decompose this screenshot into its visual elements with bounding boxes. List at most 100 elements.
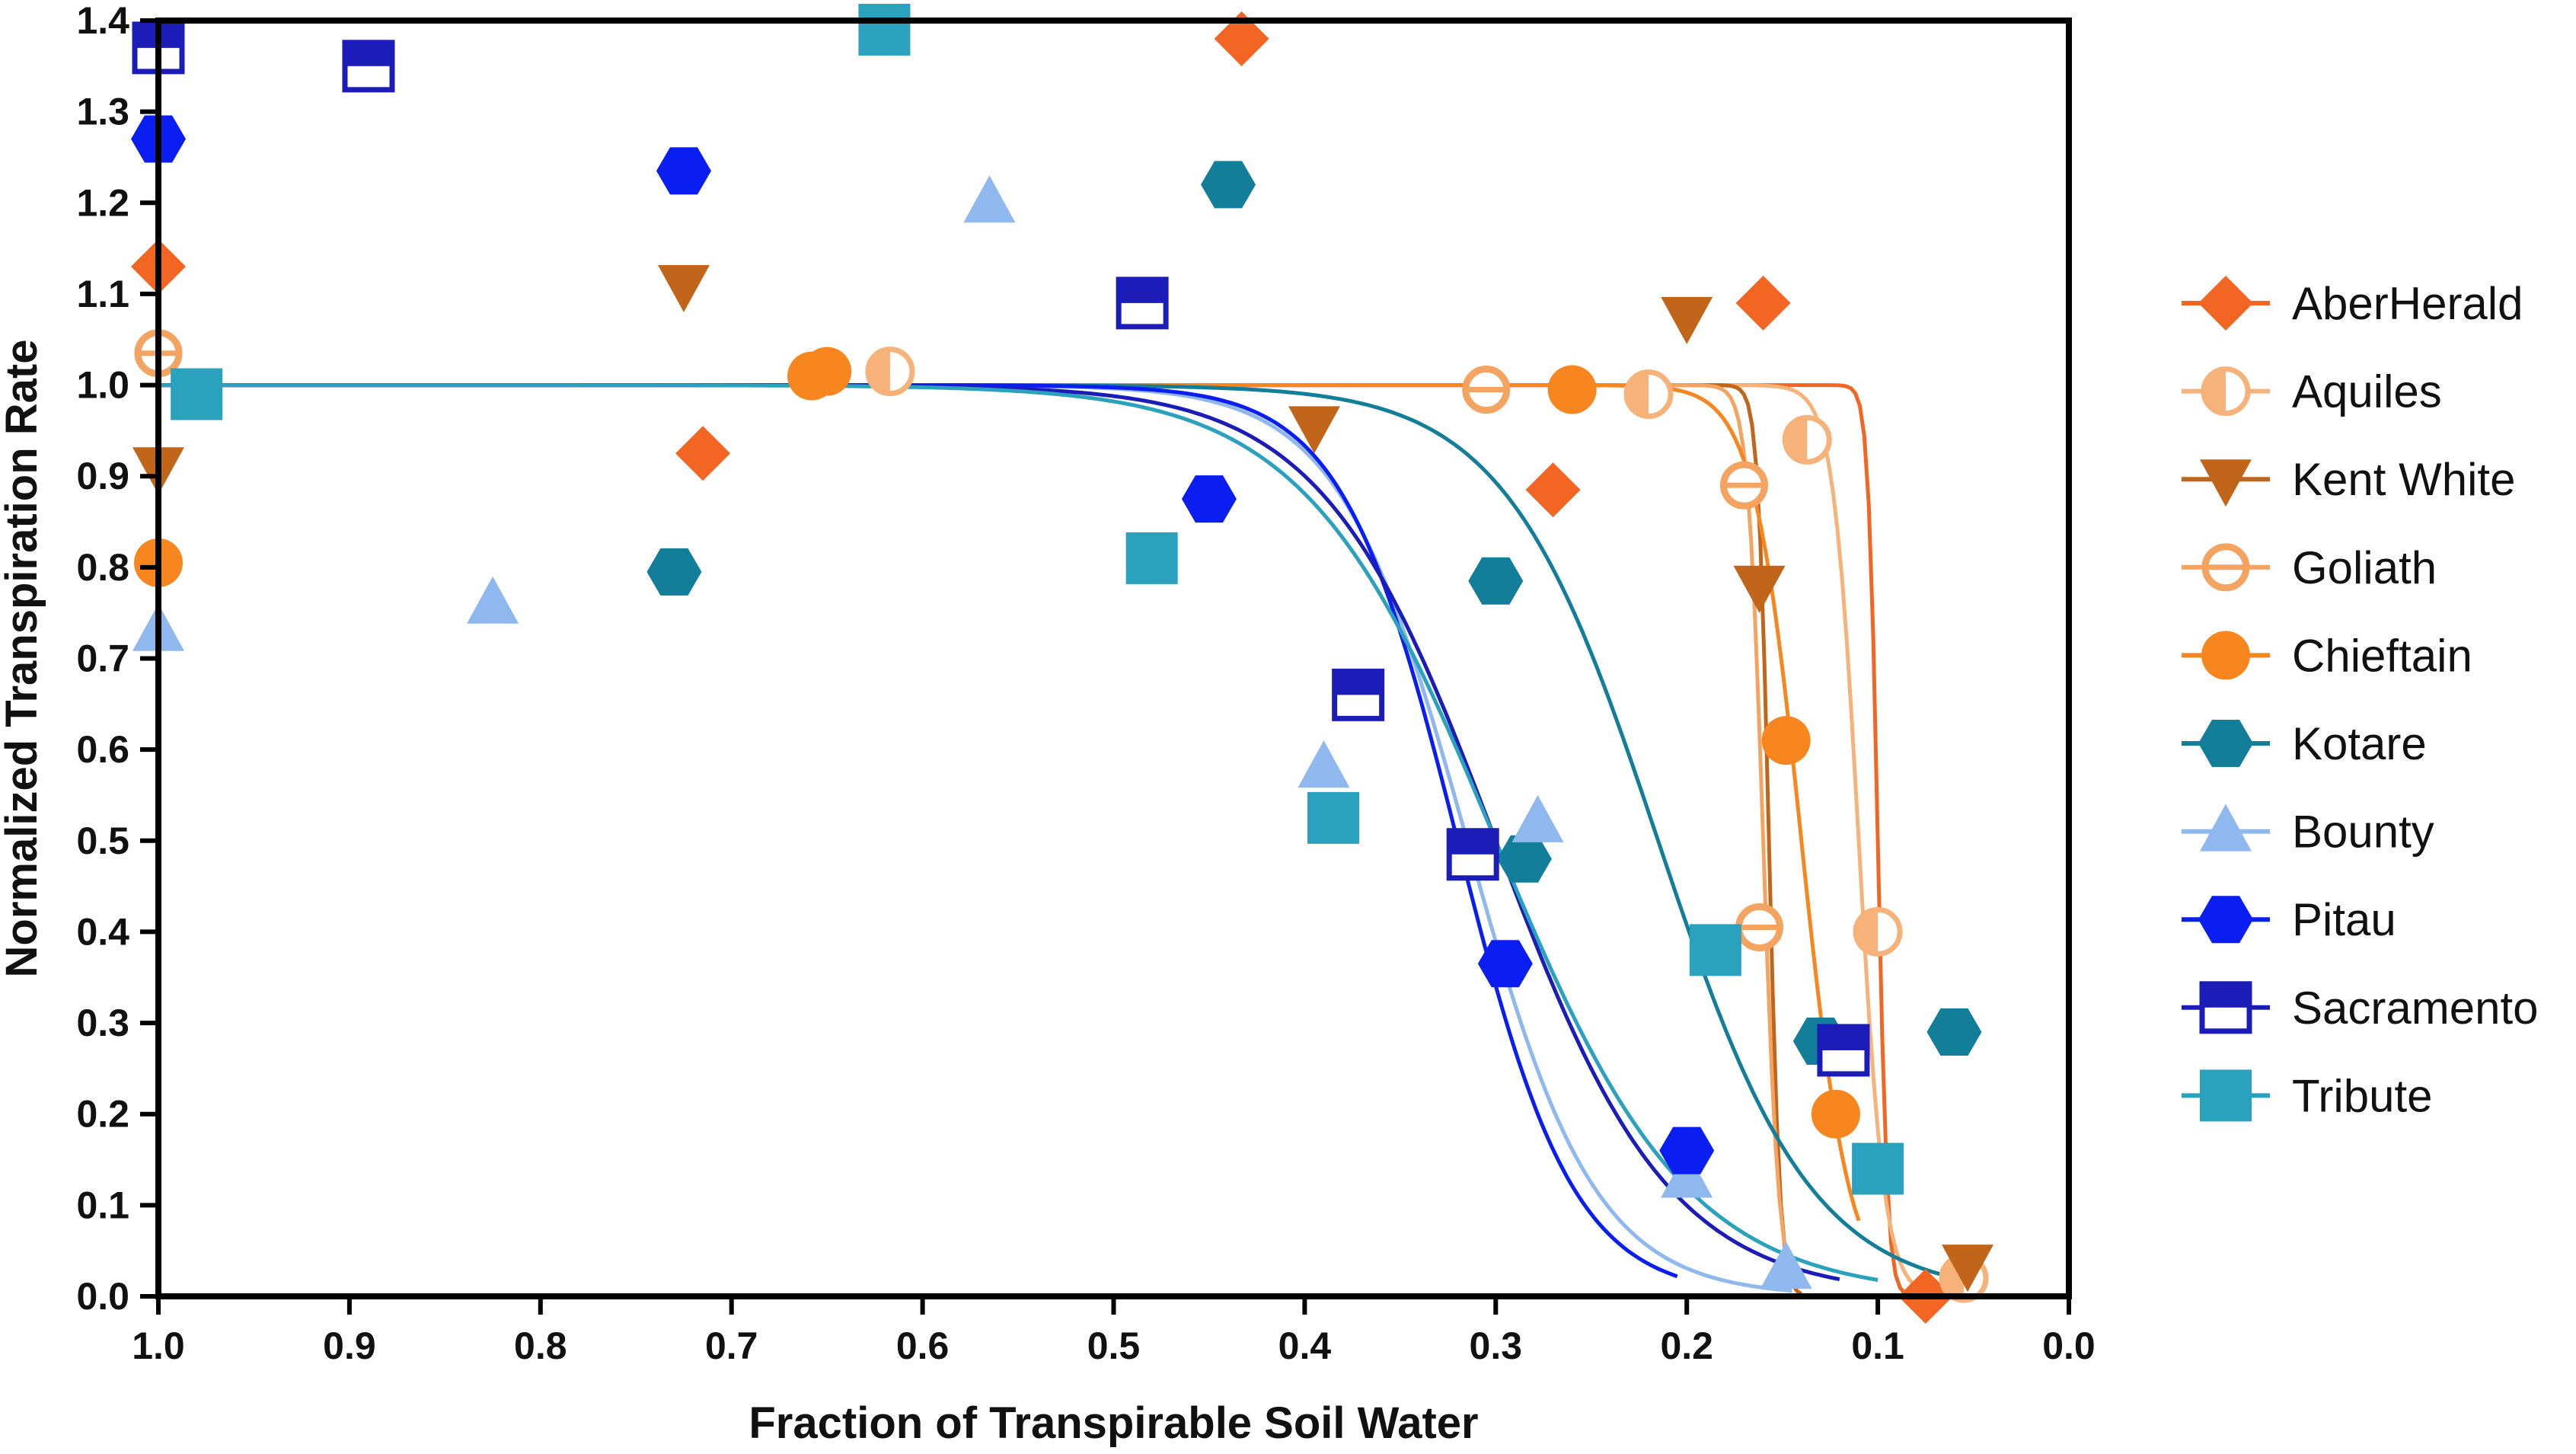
legend-label-tribute: Tribute (2292, 1070, 2433, 1121)
x-tick-label-10: 0.0 (2042, 1325, 2096, 1367)
x-tick-label-7: 0.3 (1470, 1325, 1523, 1367)
point-kotare-5 (1926, 1008, 1982, 1056)
point-pitau-2 (1181, 475, 1237, 523)
point-aberherald-4 (1735, 275, 1791, 331)
x-tick-label-3: 0.7 (705, 1325, 758, 1367)
x-tick-label-4: 0.6 (896, 1325, 950, 1367)
y-tick-label-8: 0.8 (76, 546, 129, 589)
legend-item-aquiles: Aquiles (2182, 366, 2442, 417)
point-bounty-1 (467, 576, 519, 624)
point-pitau-1 (656, 147, 711, 195)
legend-item-tribute: Tribute (2182, 1069, 2433, 1122)
y-tick-label-14: 1.4 (76, 0, 129, 42)
point-aquiles-2 (1782, 414, 1832, 465)
point-bounty-4 (1511, 794, 1564, 842)
x-tick-label-1: 0.9 (323, 1325, 376, 1367)
x-tick-label-8: 0.2 (1660, 1325, 1713, 1367)
legend-item-sacramento: Sacramento (2182, 981, 2539, 1034)
legend-marker-aquiles (2201, 366, 2251, 417)
y-tick-label-12: 1.2 (76, 181, 129, 224)
fit-curve-tribute (158, 383, 1879, 1282)
point-sacramento-4 (1446, 828, 1499, 881)
point-aberherald-3 (1525, 462, 1581, 518)
y-tick-label-1: 0.1 (76, 1184, 129, 1226)
legend-marker-chieftain (2201, 631, 2250, 680)
legend-label-pitau: Pitau (2292, 894, 2396, 945)
legend-label-kent-white: Kent White (2292, 454, 2515, 505)
x-axis-title: Fraction of Transpirable Soil Water (749, 1398, 1478, 1448)
legend-label-kotare: Kotare (2292, 718, 2427, 769)
point-bounty-2 (963, 175, 1016, 223)
point-kotare-2 (1468, 557, 1524, 605)
y-tick-label-0: 0.0 (76, 1275, 129, 1318)
legend-marker-sacramento (2199, 981, 2252, 1034)
legend-marker-bounty (2200, 804, 2252, 852)
legend-item-chieftain: Chieftain (2182, 630, 2472, 681)
legend-marker-goliath (2201, 543, 2250, 592)
legend-label-aberherald: AberHerald (2292, 278, 2523, 329)
point-kotare-3 (1496, 835, 1552, 883)
y-tick-label-6: 0.6 (76, 728, 129, 771)
axes: 1.0 0.9 0.8 0.7 0.6 0.5 0.4 0.3 0.2 0.1 0.0 0.0 0.1 0… (0, 0, 2096, 1448)
fit-curve-sacramento (158, 383, 1840, 1282)
y-tick-label-2: 0.2 (76, 1093, 129, 1136)
point-chieftain-2 (803, 347, 852, 396)
point-tribute-3 (1307, 791, 1360, 844)
point-kotare-1 (646, 548, 702, 596)
point-kent-white-5 (1942, 1245, 1994, 1293)
legend-label-chieftain: Chieftain (2292, 630, 2472, 681)
point-kent-white-1 (657, 264, 710, 312)
y-tick-label-9: 0.9 (76, 455, 129, 497)
x-tick-label-6: 0.4 (1278, 1325, 1332, 1367)
point-aquiles-1 (1623, 369, 1674, 420)
y-tick-label-3: 0.3 (76, 1002, 129, 1044)
point-chieftain-5 (1811, 1089, 1860, 1139)
point-chieftain-4 (1761, 716, 1811, 765)
point-aquiles-3 (1853, 906, 1903, 957)
legend-label-aquiles: Aquiles (2292, 366, 2442, 417)
point-tribute-2 (1125, 532, 1178, 584)
data-points (131, 3, 1994, 1324)
legend-label-sacramento: Sacramento (2292, 983, 2539, 1034)
x-tick-label-5: 0.5 (1087, 1325, 1141, 1367)
y-axis-title: Normalized Transpiration Rate (0, 340, 46, 978)
point-kotare-0 (1201, 161, 1256, 209)
y-tick-label-7: 0.7 (76, 638, 129, 680)
fit-curves (158, 383, 1965, 1299)
point-pitau-4 (1659, 1126, 1715, 1174)
point-bounty-3 (1298, 740, 1350, 788)
legend-item-goliath: Goliath (2182, 542, 2437, 593)
point-bounty-6 (1760, 1241, 1812, 1289)
legend: AberHerald Aquiles Kent White Goliath Chieft… (2182, 276, 2539, 1122)
legend-marker-kotare (2198, 720, 2253, 767)
legend-item-bounty: Bounty (2182, 804, 2434, 858)
point-sacramento-1 (342, 40, 395, 93)
point-aberherald-2 (1214, 11, 1269, 66)
y-tick-label-5: 0.5 (76, 820, 129, 862)
point-pitau-3 (1477, 940, 1533, 988)
point-kent-white-4 (1733, 565, 1786, 613)
point-sacramento-2 (1116, 276, 1169, 330)
point-goliath-3 (1735, 903, 1784, 951)
point-sacramento-3 (1332, 668, 1385, 721)
point-tribute-5 (1852, 1142, 1904, 1195)
legend-marker-kent-white (2200, 459, 2252, 507)
point-goliath-1 (1462, 366, 1511, 414)
legend-item-aberherald: AberHerald (2182, 276, 2523, 331)
point-tribute-0 (858, 3, 911, 56)
point-kent-white-3 (1661, 296, 1713, 344)
legend-marker-tribute (2200, 1069, 2252, 1122)
legend-label-bounty: Bounty (2292, 807, 2434, 858)
y-tick-label-10: 1.0 (76, 364, 129, 407)
legend-marker-aberherald (2198, 276, 2253, 331)
point-kent-white-2 (1288, 406, 1340, 454)
x-tick-label-0: 1.0 (132, 1325, 185, 1367)
legend-label-goliath: Goliath (2292, 542, 2437, 593)
legend-item-kent-white: Kent White (2182, 454, 2515, 507)
y-tick-label-13: 1.3 (76, 91, 129, 133)
point-sacramento-5 (1817, 1024, 1870, 1077)
y-tick-label-4: 0.4 (76, 910, 129, 953)
x-tick-label-9: 0.1 (1851, 1325, 1904, 1367)
